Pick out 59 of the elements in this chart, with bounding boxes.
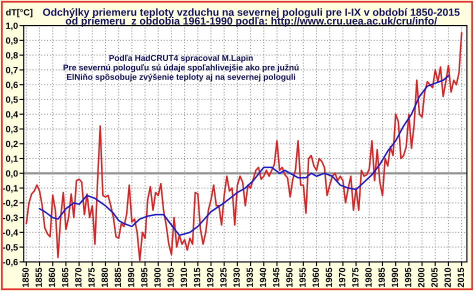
x-tick-label: 1980 [365,268,372,287]
x-tick-label: 2000 [418,268,424,288]
y-tick-label: -0,3 [2,214,18,222]
y-tick-label: 0,5 [6,96,18,104]
y-tick-label: -0,6 [2,258,18,267]
x-tick-label: 1945 [272,268,280,287]
x-tick-label: 1935 [246,268,254,287]
x-tick-label: 1990 [392,268,398,287]
x-tick-label: 1855 [36,268,42,287]
x-tick-label: 1955 [299,268,306,287]
x-tick-label: 1860 [48,268,56,287]
y-tick-label: -0,5 [2,244,18,252]
y-tick-label: 0,3 [6,126,18,134]
x-tick-label: 2005 [431,268,438,288]
x-tick-label: 1895 [141,268,148,287]
y-tick-label: 0,8 [6,52,18,60]
x-tick-label: 1875 [88,268,95,287]
x-tick-label: 1870 [75,268,82,287]
x-tick-label: 1920 [207,268,214,287]
x-tick-label: 1905 [167,268,174,287]
x-tick-label: 1925 [220,268,227,287]
x-tick-label: 1865 [62,268,68,287]
x-tick-label: 1995 [404,268,412,287]
x-tick-label: 1960 [312,268,319,287]
y-tick-label: -0,2 [2,200,18,208]
x-tick-label: 1950 [286,268,293,287]
x-tick-label: 2015 [458,268,464,288]
x-tick-label: 1910 [180,268,188,287]
y-tick-label: 0,4 [6,111,18,119]
y-tick-label: -0,1 [2,185,18,193]
x-tick-label: 1900 [154,268,161,287]
x-tick-label: 1965 [326,268,332,287]
x-tick-label: 1985 [378,268,385,287]
x-tick-label: 1915 [194,268,200,287]
y-tick-label: 0,0 [6,170,18,178]
x-tick-label: 1930 [233,268,240,287]
x-tick-label: 1885 [114,268,122,287]
x-tick-label: 1880 [102,268,108,287]
line-series [38,75,450,236]
x-tick-label: 1850 [22,268,29,287]
annotation: Podľa HadCRUT4 spracoval M.Lapin [109,54,253,63]
x-tick-label: 1975 [352,268,359,287]
y-tick-label: 0,2 [6,140,18,148]
y-axis-title: dT[°C] [6,8,32,18]
x-tick-label: 2010 [444,268,451,288]
annotation: ElNiňo spôsobuje zvýšenie teploty aj na severnej pologuli [66,74,296,82]
y-tick-label: 0,6 [6,82,18,90]
y-tick-label: 1,0 [6,22,18,30]
chart-subtitle: od priemeru z obdobia 1961-1990 podľa: http://www.cru.uea.ac.uk/cru/info/ [66,16,438,27]
y-tick-label: 0,9 [6,37,18,46]
y-tick-label: -0,4 [2,229,18,238]
y-tick-label: 0,1 [6,155,18,164]
y-tick-label: 0,7 [6,66,18,75]
x-tick-label: 1890 [128,268,134,287]
chart-title: Odchýlky priemeru teploty vzduchu na severnej pologuli pre I-IX v období 1850-2015 [42,8,460,18]
x-tick-label: 1970 [338,268,346,287]
x-tick-label: 1940 [260,268,266,287]
line-series [26,32,462,262]
annotation: Pre severnú pologuľu sú údaje spoľahlivejšie ako pre južnú [64,64,299,72]
